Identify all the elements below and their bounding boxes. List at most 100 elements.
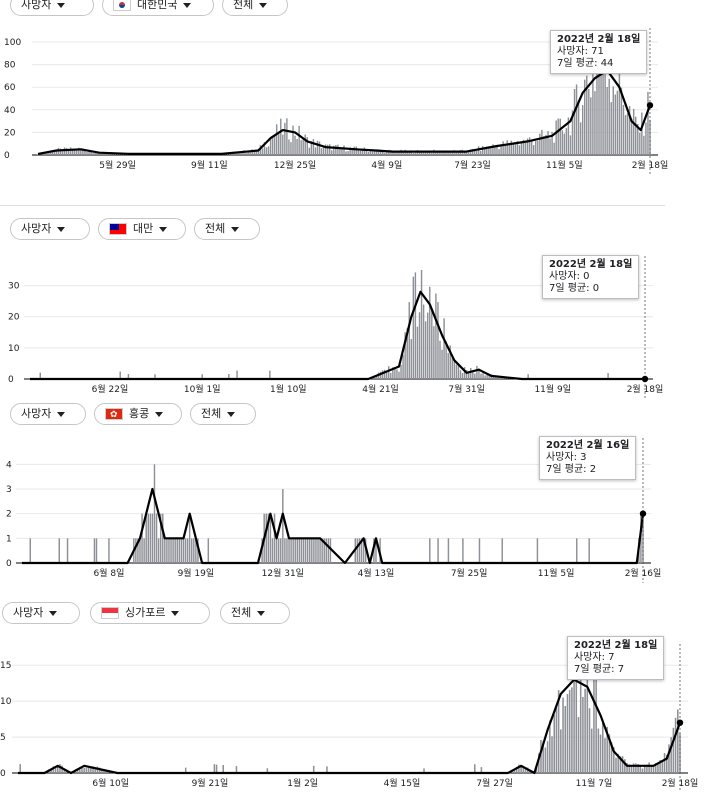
deaths-chart[interactable]: 0 10 20 30 6월 22일 10월 1일 1월 10일 4월 21일 7월 31일 11월…	[0, 215, 705, 400]
country-dropdown[interactable]: 대만	[98, 218, 186, 240]
scope-dropdown[interactable]: 전체	[220, 602, 290, 624]
daily-bar	[170, 538, 172, 563]
daily-bar	[635, 763, 637, 773]
daily-bar	[386, 150, 388, 155]
metric-label: 사망자	[21, 407, 52, 420]
daily-bar	[141, 513, 143, 563]
deaths-chart[interactable]: 0 1 2 3 4 6월 8일 9월 19일 12월 31일 4월 13일 7월 25일 11월 5…	[0, 400, 705, 585]
daily-bar	[494, 375, 497, 379]
daily-bar	[645, 122, 647, 155]
deaths-chart[interactable]: 0 5 10 15 6월 10일 9월 21일 1월 2일 4월 15일 7월 27일 11월 7…	[0, 598, 705, 792]
country-dropdown[interactable]: 홍콩	[94, 403, 182, 425]
latest-point-marker	[646, 102, 654, 109]
x-tick-label: 7월 23일	[454, 159, 491, 171]
daily-bar	[630, 765, 633, 773]
daily-bar	[95, 538, 98, 563]
daily-bar	[540, 739, 542, 773]
daily-bar	[349, 147, 351, 155]
seven-day-average-line	[18, 678, 682, 775]
x-tick-label: 2월 18일	[662, 777, 699, 789]
deaths-chart[interactable]: 0 20 40 60 80 100 5월 29일 9월 11일 12월 25일 4월 9일 7월 2…	[0, 0, 705, 185]
x-tick-label: 7월 25일	[451, 567, 488, 579]
daily-bar	[459, 370, 462, 379]
daily-bar	[435, 293, 437, 379]
daily-bar	[573, 663, 575, 773]
x-tick-label: 11월 9일	[534, 383, 571, 395]
daily-bar	[557, 690, 560, 773]
daily-bar	[480, 767, 483, 773]
metric-dropdown[interactable]: 사망자	[10, 218, 90, 240]
x-tick-label: 7월 31일	[448, 383, 485, 395]
country-dropdown[interactable]: 대한민국	[102, 0, 214, 16]
y-tick-label: 3	[6, 485, 12, 495]
daily-bar	[353, 146, 355, 155]
daily-bar	[286, 118, 288, 155]
daily-bar	[557, 118, 559, 155]
daily-bar	[435, 151, 437, 155]
daily-bar	[358, 538, 361, 563]
daily-bar	[88, 151, 90, 155]
tooltip-date: 2022년 2월 18일	[549, 259, 633, 270]
x-tick-label: 6월 22일	[92, 383, 129, 395]
daily-bar	[284, 122, 286, 155]
tooltip-average: 7일 평균: 44	[557, 58, 614, 69]
metric-dropdown[interactable]: 사망자	[10, 403, 86, 425]
daily-bar	[345, 151, 347, 155]
daily-bar	[50, 769, 52, 773]
daily-bar	[63, 768, 66, 773]
daily-bar	[445, 151, 447, 155]
daily-bar	[312, 139, 315, 155]
daily-bar	[508, 142, 510, 155]
daily-bar	[474, 764, 476, 773]
daily-bar	[96, 766, 99, 773]
daily-bar	[562, 697, 564, 773]
daily-bar	[96, 152, 98, 155]
daily-bar	[498, 377, 501, 379]
scope-dropdown[interactable]: 전체	[222, 0, 288, 16]
daily-bar	[620, 87, 623, 155]
daily-bar	[257, 149, 260, 155]
daily-bar	[527, 374, 529, 379]
daily-bar	[398, 151, 400, 155]
daily-bar	[410, 339, 413, 379]
metric-label: 사망자	[21, 222, 52, 235]
daily-bar	[311, 538, 313, 563]
daily-bar	[377, 149, 380, 155]
daily-bar	[312, 765, 315, 773]
x-tick-label: 4월 15일	[384, 777, 421, 789]
daily-bar	[431, 152, 433, 155]
daily-bar	[582, 696, 584, 773]
daily-bar	[443, 151, 445, 155]
chart-tooltip: 2022년 2월 18일 사망자: 71 7일 평균: 44	[550, 30, 648, 74]
country-dropdown[interactable]: 싱가포르	[90, 602, 210, 624]
daily-bar	[457, 363, 460, 379]
daily-bar	[59, 764, 61, 773]
daily-bar	[677, 709, 679, 773]
daily-bar	[659, 759, 661, 773]
daily-bar	[154, 374, 156, 379]
metric-dropdown[interactable]: 사망자	[2, 602, 80, 624]
daily-bar	[318, 141, 321, 155]
daily-bar	[423, 768, 425, 773]
daily-bar	[593, 674, 595, 773]
daily-bar	[355, 146, 357, 155]
daily-bar	[479, 150, 482, 155]
daily-bar	[384, 152, 386, 155]
daily-bar	[300, 538, 303, 563]
daily-bar	[269, 137, 272, 155]
scope-dropdown[interactable]: 전체	[194, 218, 260, 240]
daily-bar	[61, 151, 64, 155]
daily-bar	[339, 147, 341, 155]
daily-bar	[643, 135, 645, 155]
scope-dropdown[interactable]: 전체	[190, 403, 256, 425]
chevron-down-icon	[231, 226, 240, 232]
x-tick-label: 7월 27일	[476, 777, 513, 789]
daily-bar	[526, 138, 529, 155]
metric-dropdown[interactable]: 사망자	[10, 0, 94, 16]
daily-bar	[162, 513, 164, 563]
daily-bar	[87, 767, 90, 773]
daily-bar	[106, 153, 109, 155]
daily-bar	[261, 148, 264, 155]
daily-bar	[249, 151, 251, 155]
daily-bar	[390, 372, 392, 379]
